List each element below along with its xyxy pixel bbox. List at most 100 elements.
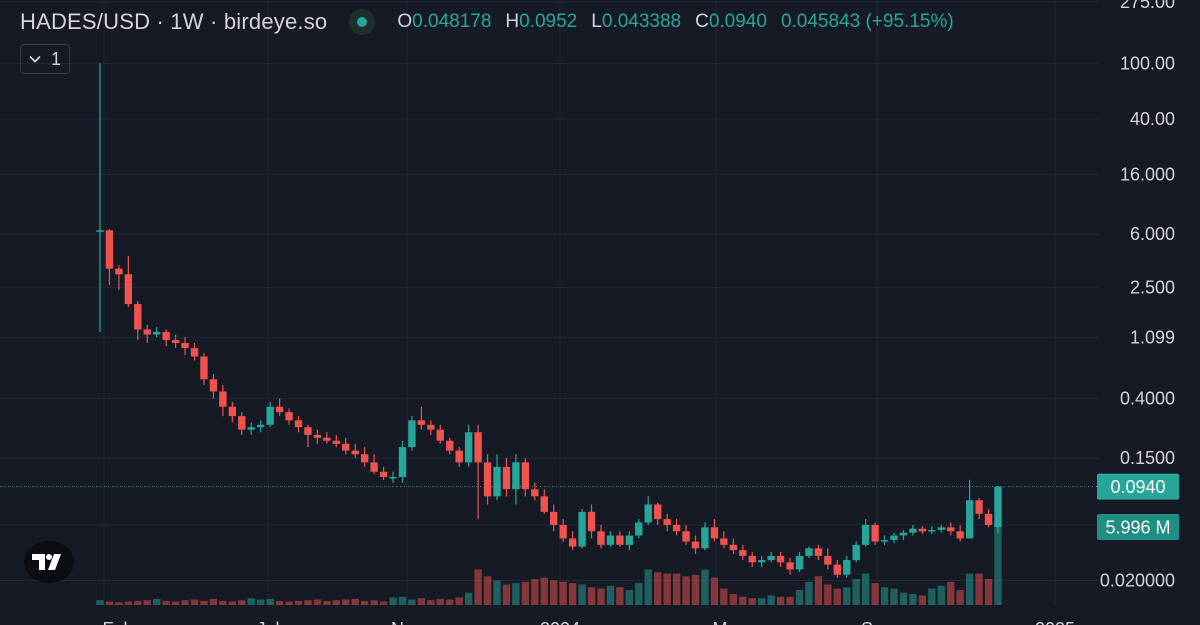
candle-body <box>105 230 114 269</box>
candle-body <box>351 450 359 455</box>
volume-bar <box>729 594 738 605</box>
volume-bar <box>257 599 265 605</box>
open-label: O <box>397 11 413 32</box>
candle <box>880 535 889 545</box>
candle <box>975 497 983 520</box>
volume-bar <box>266 598 274 605</box>
candle <box>776 551 785 567</box>
volume-bar <box>578 584 586 605</box>
symbol-title[interactable]: HADES/USD · 1W · birdeye.so <box>20 9 328 34</box>
volume-bar <box>398 596 407 605</box>
volume-bar <box>521 581 530 605</box>
candle <box>247 422 255 435</box>
open-value: 0.048178 <box>412 11 492 32</box>
candle <box>323 432 331 444</box>
candle <box>342 437 350 455</box>
candle <box>616 531 624 547</box>
volume-bar <box>710 577 719 605</box>
volume-bar <box>171 601 180 605</box>
volume-bar <box>644 569 652 605</box>
candle <box>531 482 539 501</box>
candle <box>550 504 558 532</box>
candle-body <box>805 548 813 556</box>
candle <box>965 479 974 539</box>
volume-bar <box>861 573 870 605</box>
volume-bar <box>313 599 322 605</box>
price-tick-label: 0.4000 <box>1120 389 1175 409</box>
candle-body <box>843 560 851 575</box>
candle-body <box>814 548 823 556</box>
candle <box>625 531 634 551</box>
candle-body <box>200 356 208 380</box>
volume-bar <box>587 587 596 605</box>
candle <box>190 343 199 361</box>
candle <box>143 324 151 344</box>
volume-bar <box>824 584 832 605</box>
volume-bar <box>739 596 747 605</box>
candle <box>455 447 463 467</box>
candle-body <box>758 560 766 563</box>
candle-body <box>455 450 463 463</box>
tradingview-logo[interactable] <box>24 541 74 583</box>
volume-bar <box>672 573 681 605</box>
candle <box>805 546 813 558</box>
candle-body <box>682 531 690 542</box>
volume-bar <box>918 595 927 605</box>
candle <box>871 522 879 545</box>
candle <box>294 416 303 433</box>
candle <box>464 424 473 467</box>
candle-body <box>266 406 274 425</box>
candle-body <box>257 424 265 428</box>
candle-body <box>899 532 908 536</box>
candle-body <box>436 429 444 441</box>
price-tick-label: 6.000 <box>1130 224 1175 244</box>
volume-bar <box>805 581 813 605</box>
candle <box>417 406 426 430</box>
volume-bar <box>124 601 133 605</box>
candle-body <box>294 420 303 428</box>
candle-body <box>937 527 945 530</box>
candle <box>899 529 908 540</box>
volume-bar <box>153 598 161 605</box>
candle-body <box>691 541 700 549</box>
volume-bar <box>937 585 945 605</box>
volume-bar <box>540 577 548 605</box>
candle-body <box>710 527 719 539</box>
volume-bar <box>899 592 908 605</box>
candle <box>285 408 293 425</box>
candle-body <box>540 496 548 512</box>
live-dot-icon <box>349 9 376 35</box>
volume-bar <box>370 600 378 605</box>
candle <box>691 535 700 554</box>
indicator-toggle-button[interactable]: 1 <box>20 44 70 74</box>
candle <box>275 398 284 417</box>
grid-lines <box>0 0 1098 606</box>
candle <box>105 229 114 286</box>
candle <box>795 551 804 573</box>
candle <box>370 454 378 475</box>
volume-bar <box>181 600 189 605</box>
candle-body <box>531 489 539 497</box>
candle-body <box>474 432 482 463</box>
candle-body <box>559 524 567 539</box>
last-price-label: 0.0940 <box>1110 477 1165 497</box>
time-tick-label: Nov <box>391 619 423 625</box>
candle <box>389 471 397 483</box>
volume-bar <box>682 576 690 605</box>
volume-bar <box>238 600 246 605</box>
candle-body <box>313 434 322 438</box>
candle-body <box>654 504 662 520</box>
candle-body <box>115 268 123 275</box>
candle-body <box>275 406 284 413</box>
candle-body <box>644 504 652 523</box>
volume-bar <box>720 588 728 605</box>
volume-bar <box>247 598 255 605</box>
candle <box>502 458 511 497</box>
candle <box>436 424 444 444</box>
candle-body <box>984 513 993 525</box>
candle-body <box>635 522 643 536</box>
time-tick-label: Mar <box>713 619 744 625</box>
candle-body <box>729 544 738 551</box>
volume-bar <box>294 600 303 605</box>
